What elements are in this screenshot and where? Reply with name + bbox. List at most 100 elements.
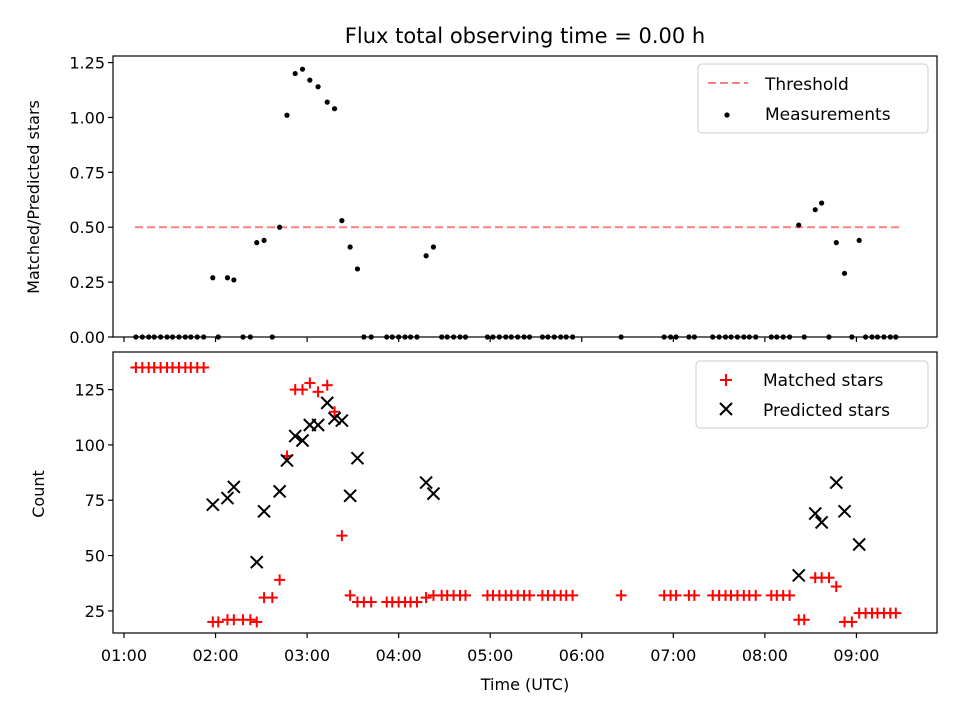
- measurement-point: [833, 240, 839, 246]
- y-tick-label: 0.50: [69, 218, 105, 237]
- x-tick-label: 06:00: [559, 646, 605, 665]
- measurement-point: [856, 237, 862, 244]
- predicted-star-point: [852, 537, 866, 552]
- matched-star-point: [784, 589, 796, 601]
- predicted-legend-marker: [719, 402, 733, 416]
- measurement-point: [299, 66, 306, 72]
- measurement-point: [254, 240, 260, 246]
- x-axis-label: Time (UTC): [480, 675, 569, 694]
- predicted-star-point: [419, 475, 433, 490]
- predicted-star-point: [206, 497, 220, 512]
- matched-star-point: [344, 589, 356, 601]
- predicted-star-point: [808, 506, 822, 521]
- matched-star-point: [329, 406, 341, 418]
- matched-star-point: [321, 379, 333, 391]
- predicted-star-point: [343, 489, 357, 503]
- measurement-point: [841, 270, 848, 276]
- matched-star-point: [670, 589, 682, 601]
- matched-star-point: [823, 572, 835, 584]
- bottom-plot-frame: [112, 351, 938, 634]
- measurement-point: [423, 253, 429, 259]
- x-tick-label: 08:00: [742, 646, 788, 665]
- measurement-point: [819, 200, 825, 206]
- measurement-point: [292, 70, 298, 77]
- matched-star-point: [244, 614, 256, 626]
- predicted-star-point: [288, 429, 302, 443]
- matched-star-point: [336, 530, 348, 542]
- matched-star-point: [297, 384, 309, 396]
- bottom-y-axis-label: Count: [29, 470, 48, 518]
- matched-star-point: [459, 589, 471, 601]
- legend-predicted-label: Predicted stars: [763, 401, 890, 421]
- y-tick-label: 125: [74, 381, 105, 400]
- measurement-point: [210, 275, 216, 281]
- x-tick-label: 04:00: [376, 646, 422, 665]
- y-tick-label: 0.75: [69, 163, 105, 182]
- top-y-axis-label: Matched/Predicted stars: [24, 100, 43, 294]
- measurement-point: [284, 112, 290, 118]
- x-tick-label: 02:00: [192, 646, 238, 665]
- top-legend-box: [697, 63, 929, 134]
- measurements-legend-marker: [724, 112, 730, 118]
- predicted-star-point: [792, 568, 806, 583]
- matched-star-point: [567, 589, 579, 601]
- measurement-point: [347, 244, 353, 250]
- top-legend: Threshold Measurements: [697, 63, 929, 134]
- matched-star-point: [304, 377, 316, 389]
- x-tick-label: 07:00: [650, 646, 696, 665]
- measurement-point: [231, 277, 237, 283]
- matched-star-point: [615, 589, 627, 601]
- chart-title: Flux total observing time = 0.00 h: [345, 24, 705, 48]
- top-plot-frame: [112, 55, 938, 338]
- measurement-point: [331, 106, 338, 112]
- x-tick-label: 05:00: [467, 646, 513, 665]
- matched-star-point: [830, 581, 842, 593]
- predicted-star-point: [426, 486, 441, 501]
- y-tick-label: 75: [85, 491, 105, 510]
- predicted-star-point: [829, 475, 843, 490]
- matched-star-point: [798, 614, 810, 626]
- count-panel: Count Time (UTC) 25 50 75 100 125 01:00 02:00…: [29, 351, 938, 694]
- measurement-point: [224, 275, 231, 281]
- predicted-star-point: [220, 491, 235, 505]
- legend-threshold-label: Threshold: [764, 75, 849, 95]
- predicted-star-point: [250, 555, 264, 569]
- predicted-star-point: [320, 396, 334, 410]
- measurement-point: [307, 77, 313, 83]
- matched-star-point: [365, 596, 377, 608]
- legend-matched-label: Matched stars: [763, 371, 883, 391]
- x-tick-label: 01:00: [101, 646, 147, 665]
- predicted-star-point: [295, 433, 310, 448]
- predicted-star-point: [272, 484, 287, 499]
- measurement-point: [324, 99, 330, 105]
- y-tick-label: 50: [85, 547, 105, 566]
- predicted-star-point: [335, 413, 349, 428]
- x-tick-label: 09:00: [833, 646, 879, 665]
- bottom-legend-box: [695, 360, 929, 429]
- matched-star-point: [274, 574, 286, 586]
- bottom-legend: Matched stars Predicted stars: [695, 360, 929, 429]
- y-tick-label: 0.00: [69, 328, 105, 347]
- y-tick-label: 1.25: [69, 54, 105, 73]
- y-tick-label: 0.25: [69, 273, 105, 292]
- ratio-panel: Flux total observing time = 0.00 h Match…: [24, 24, 938, 347]
- matched-star-point: [411, 596, 423, 608]
- predicted-star-point: [327, 411, 342, 426]
- measurement-point: [277, 224, 283, 230]
- predicted-star-point: [350, 451, 365, 465]
- matched-star-point: [312, 386, 324, 398]
- measurement-point: [796, 222, 802, 228]
- measurement-point: [812, 207, 818, 213]
- matched-star-point: [846, 616, 858, 628]
- measurement-point: [315, 84, 321, 90]
- matched-star-point: [198, 361, 210, 373]
- measurement-point: [430, 244, 437, 250]
- x-tick-label: 03:00: [284, 646, 330, 665]
- matched-legend-marker: [720, 374, 732, 386]
- measurement-point: [354, 266, 361, 272]
- matched-star-point: [890, 607, 902, 619]
- y-tick-label: 100: [74, 436, 105, 455]
- predicted-star-point: [257, 504, 271, 519]
- matched-star-point: [420, 592, 432, 604]
- matched-star-point: [266, 592, 278, 604]
